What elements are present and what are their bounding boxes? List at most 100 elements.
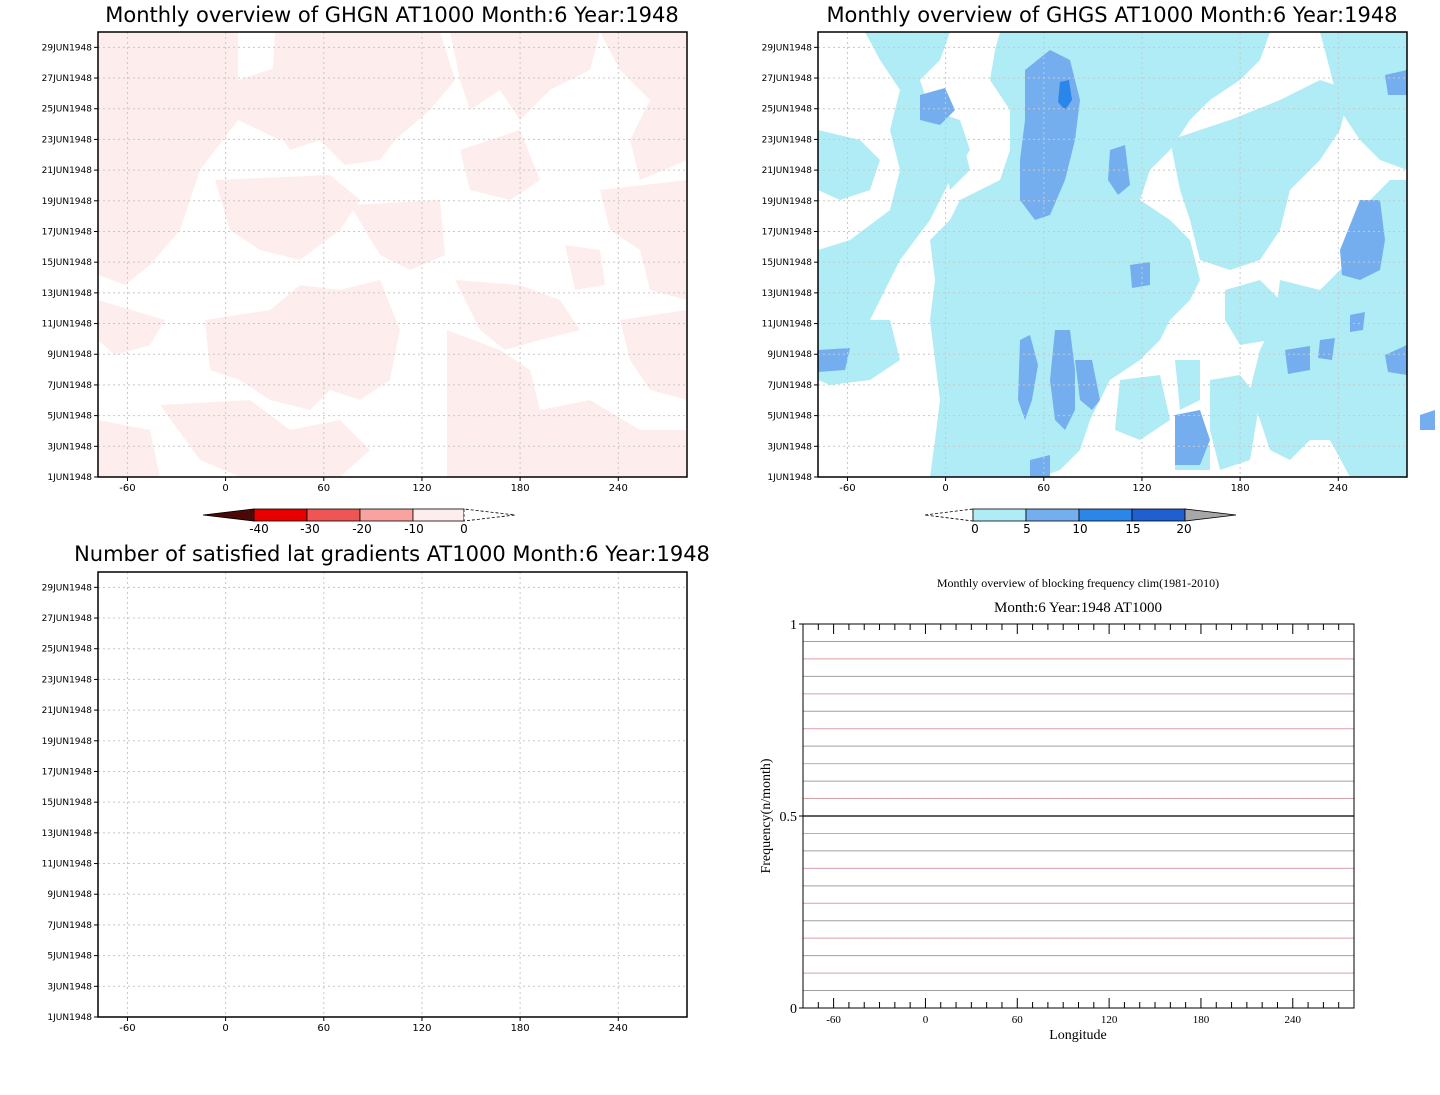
blocking-svg: Monthly overview of blocking frequency c… (759, 576, 1355, 1043)
ghgn-field-region (447, 330, 687, 477)
colorbar-label: -30 (300, 522, 320, 536)
blocking-xtick-label: 240 (1285, 1014, 1302, 1026)
ghgs-field-region (1320, 32, 1407, 170)
latgrad-x-axis: -60 0 60 120 180 240 (119, 1017, 628, 1034)
ghgs-xtick-label: 60 (1037, 483, 1050, 494)
ghgs-field-region (1210, 375, 1260, 470)
latgrad-frame (97, 571, 688, 1018)
colorbar-label: 15 (1125, 522, 1140, 536)
ghgs-field-region (1115, 375, 1170, 440)
ghgs-field-region (1285, 346, 1310, 374)
ghgn-field-region (600, 180, 687, 300)
blocking-xtick-label: 120 (1101, 1014, 1118, 1026)
ghgn-xtick-label: -60 (119, 483, 135, 494)
blocking-reference-lines (803, 640, 1354, 992)
blocking-xtick-label: -60 (826, 1014, 841, 1026)
ghgs-colorbar-tip-low (924, 508, 974, 522)
ghgn-xtick-label: 0 (222, 483, 228, 494)
latgrad-ytick-label: 7JUN1948 (47, 921, 92, 931)
ghgs-xtick-label: 0 (942, 483, 948, 494)
latgrad-ytick-label: 1JUN1948 (47, 1013, 92, 1023)
ghgn-ytick-label: 11JUN1948 (42, 320, 93, 330)
ghgn-field-region (455, 280, 580, 350)
latgrad-ytick-label: 23JUN1948 (42, 675, 93, 685)
ghgs-field (818, 32, 1435, 477)
ghgs-field-region (1018, 335, 1038, 420)
ghgs-colorbar-tip-high (1184, 508, 1237, 522)
ghgn-ytick-label: 25JUN1948 (42, 105, 93, 115)
ghgs-field-region (1225, 280, 1280, 345)
ghgs-field-region (930, 32, 1270, 477)
ghgn-ytick-label: 5JUN1948 (47, 412, 92, 422)
ghgn-grid (98, 32, 687, 477)
ghgs-field-region (1420, 410, 1435, 430)
ghgn-field-region (350, 200, 445, 270)
ghgn-ytick-label: 7JUN1948 (47, 381, 92, 391)
latgrad-ytick-label: 9JUN1948 (47, 890, 92, 900)
latgrad-xtick-label: 180 (511, 1023, 530, 1034)
ghgs-ytick-label: 5JUN1948 (767, 412, 812, 422)
ghgs-y-axis: 1JUN1948 3JUN1948 5JUN1948 7JUN1948 9JUN1948… (762, 43, 818, 483)
latgrad-ytick-label: 11JUN1948 (42, 860, 93, 870)
ghgs-title: Monthly overview of GHGS AT1000 Month:6 … (826, 3, 1397, 27)
latgrad-svg: Number of satisfied lat gradients AT1000… (42, 542, 710, 1034)
ghgn-svg: Monthly overview of GHGN AT1000 Month:6 … (42, 3, 688, 536)
colorbar-label: 0 (971, 522, 979, 536)
ghgn-panel: Monthly overview of GHGN AT1000 Month:6 … (0, 0, 720, 540)
latgrad-ytick-label: 19JUN1948 (42, 737, 93, 747)
blocking-ytick-label: 0.5 (780, 810, 798, 825)
ghgs-field-region (1050, 330, 1075, 430)
ghgn-ytick-label: 29JUN1948 (42, 43, 93, 53)
latgrad-xtick-label: 60 (317, 1023, 330, 1034)
ghgs-field-region (1058, 80, 1072, 110)
ghgs-ytick-label: 9JUN1948 (767, 350, 812, 360)
ghgn-field-region (98, 420, 160, 477)
latgrad-grid (98, 572, 687, 1017)
latgrad-ytick-label: 27JUN1948 (42, 614, 93, 624)
ghgn-ytick-label: 17JUN1948 (42, 227, 93, 237)
ghgn-field-region (270, 32, 455, 165)
ghgs-xtick-label: -60 (839, 483, 855, 494)
ghgn-ytick-label: 1JUN1948 (47, 473, 92, 483)
ghgn-title: Monthly overview of GHGN AT1000 Month:6 … (105, 3, 678, 27)
ghgn-field-region (238, 60, 320, 140)
ghgs-ytick-label: 15JUN1948 (762, 258, 813, 268)
ghgn-ytick-label: 3JUN1948 (47, 442, 92, 452)
ghgn-xtick-label: 60 (317, 483, 330, 494)
ghgs-ytick-label: 7JUN1948 (767, 381, 812, 391)
ghgs-field-region (1080, 195, 1130, 240)
ghgs-colorbar-box (1078, 508, 1133, 522)
ghgs-x-axis: -60 0 60 120 180 240 (839, 477, 1348, 494)
latgrad-xtick-label: 120 (412, 1023, 431, 1034)
ghgn-plot-area (97, 31, 688, 478)
latgrad-panel: Number of satisfied lat gradients AT1000… (0, 540, 720, 1091)
blocking-x-axis: -60 0 60 120 180 240 (802, 624, 1355, 1026)
colorbar-label: -10 (404, 522, 424, 536)
latgrad-ytick-label: 17JUN1948 (42, 767, 93, 777)
latgrad-ytick-label: 5JUN1948 (47, 952, 92, 962)
ghgn-colorbar: -40 -30 -20 -10 0 (202, 508, 516, 536)
ghgn-ytick-label: 13JUN1948 (42, 289, 93, 299)
ghgs-colorbar: 0 5 10 15 20 (924, 508, 1237, 536)
ghgn-colorbar-box (253, 508, 308, 522)
ghgs-field-region (818, 348, 850, 372)
ghgn-xtick-label: 120 (412, 483, 431, 494)
ghgs-ytick-label: 25JUN1948 (762, 105, 813, 115)
latgrad-ytick-label: 15JUN1948 (42, 798, 93, 808)
colorbar-label: 0 (460, 522, 468, 536)
ghgs-xtick-label: 180 (1231, 483, 1250, 494)
ghgn-colorbar-tip-high (463, 508, 516, 522)
ghgn-colorbar-box (359, 508, 414, 522)
ghgs-field-region (1385, 345, 1407, 375)
ghgs-field-region (1385, 70, 1407, 95)
ghgs-field-region (1340, 200, 1385, 280)
ghgs-ytick-label: 27JUN1948 (762, 74, 813, 84)
ghgn-colorbar-tip-low (202, 508, 255, 522)
ghgs-ytick-label: 29JUN1948 (762, 43, 813, 53)
ghgs-field-region (1075, 360, 1100, 410)
ghgs-panel: Monthly overview of GHGS AT1000 Month:6 … (720, 0, 1440, 540)
blocking-xtick-label: 180 (1193, 1014, 1210, 1026)
ghgs-frame (817, 31, 1408, 478)
ghgs-field-region (1318, 338, 1335, 360)
latgrad-xtick-label: -60 (119, 1023, 135, 1034)
